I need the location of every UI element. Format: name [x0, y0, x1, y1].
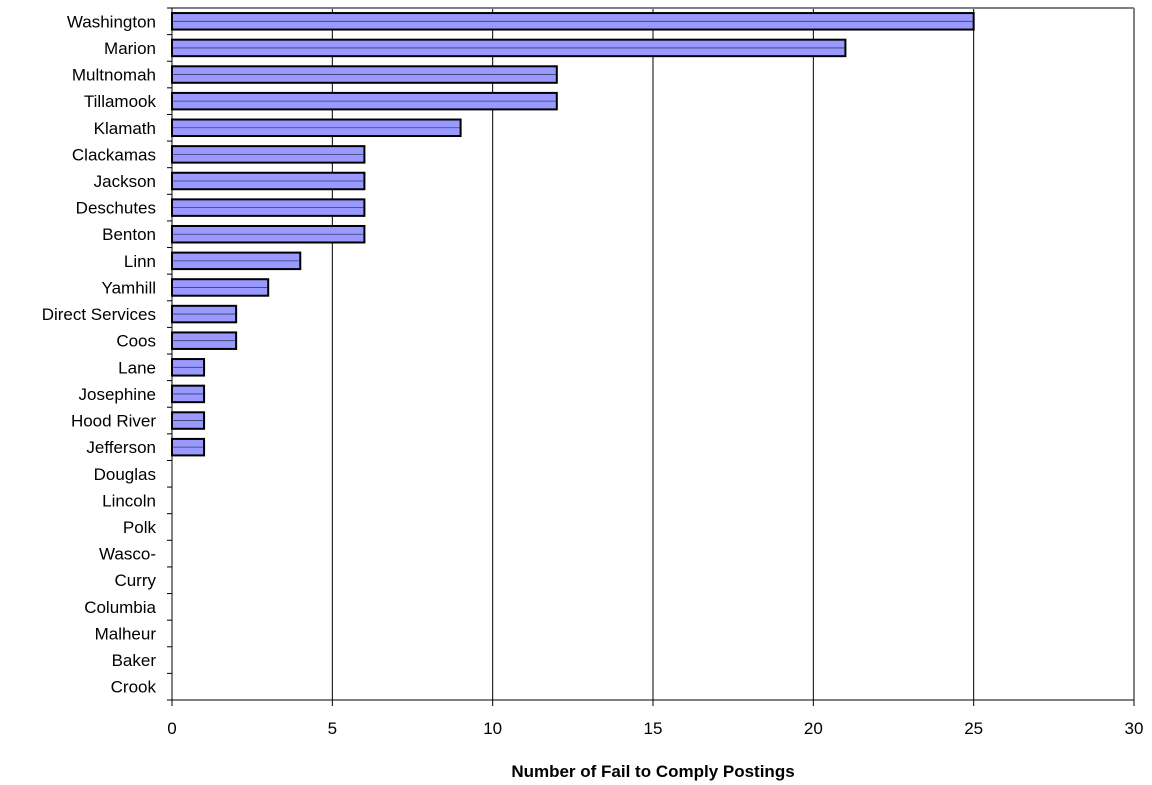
axes	[167, 7, 1135, 706]
gridlines	[331, 8, 975, 700]
category-label: Direct Services	[42, 305, 156, 324]
category-labels: Washington Marion Multnomah Tillamook Klamat…	[42, 12, 157, 696]
category-label: Klamath	[94, 119, 156, 138]
category-label: Lane	[118, 358, 156, 377]
category-label: Hood River	[71, 412, 156, 431]
category-label: Yamhill	[102, 278, 156, 297]
category-label: Washington	[67, 12, 156, 31]
category-label: Tillamook	[84, 92, 157, 111]
x-tick-labels: 0 5 10 15 20 25 30	[167, 719, 1143, 738]
x-tick-label: 5	[328, 719, 337, 738]
category-label: Deschutes	[76, 199, 156, 218]
category-label: Coos	[116, 332, 156, 351]
category-label: Crook	[111, 678, 157, 697]
category-label: Curry	[114, 571, 156, 590]
category-label: Columbia	[84, 598, 156, 617]
category-label: Polk	[123, 518, 157, 537]
category-label: Multnomah	[72, 66, 156, 85]
category-label: Malheur	[95, 624, 157, 643]
x-tick-label: 15	[644, 719, 663, 738]
x-tick-label: 30	[1125, 719, 1144, 738]
category-label: Douglas	[94, 465, 156, 484]
category-label: Josephine	[78, 385, 156, 404]
category-label: Wasco-	[99, 545, 156, 564]
x-axis-title: Number of Fail to Comply Postings	[511, 762, 794, 781]
category-label: Linn	[124, 252, 156, 271]
category-label: Benton	[102, 225, 156, 244]
x-tick-label: 25	[964, 719, 983, 738]
category-label: Baker	[112, 651, 157, 670]
bars	[171, 12, 975, 457]
category-label: Marion	[104, 39, 156, 58]
x-tick-label: 20	[804, 719, 823, 738]
x-tick-label: 10	[483, 719, 502, 738]
category-label: Clackamas	[72, 145, 156, 164]
category-label: Jackson	[94, 172, 156, 191]
category-label: Jefferson	[86, 438, 156, 457]
category-label: Lincoln	[102, 491, 156, 510]
x-tick-label: 0	[167, 719, 176, 738]
